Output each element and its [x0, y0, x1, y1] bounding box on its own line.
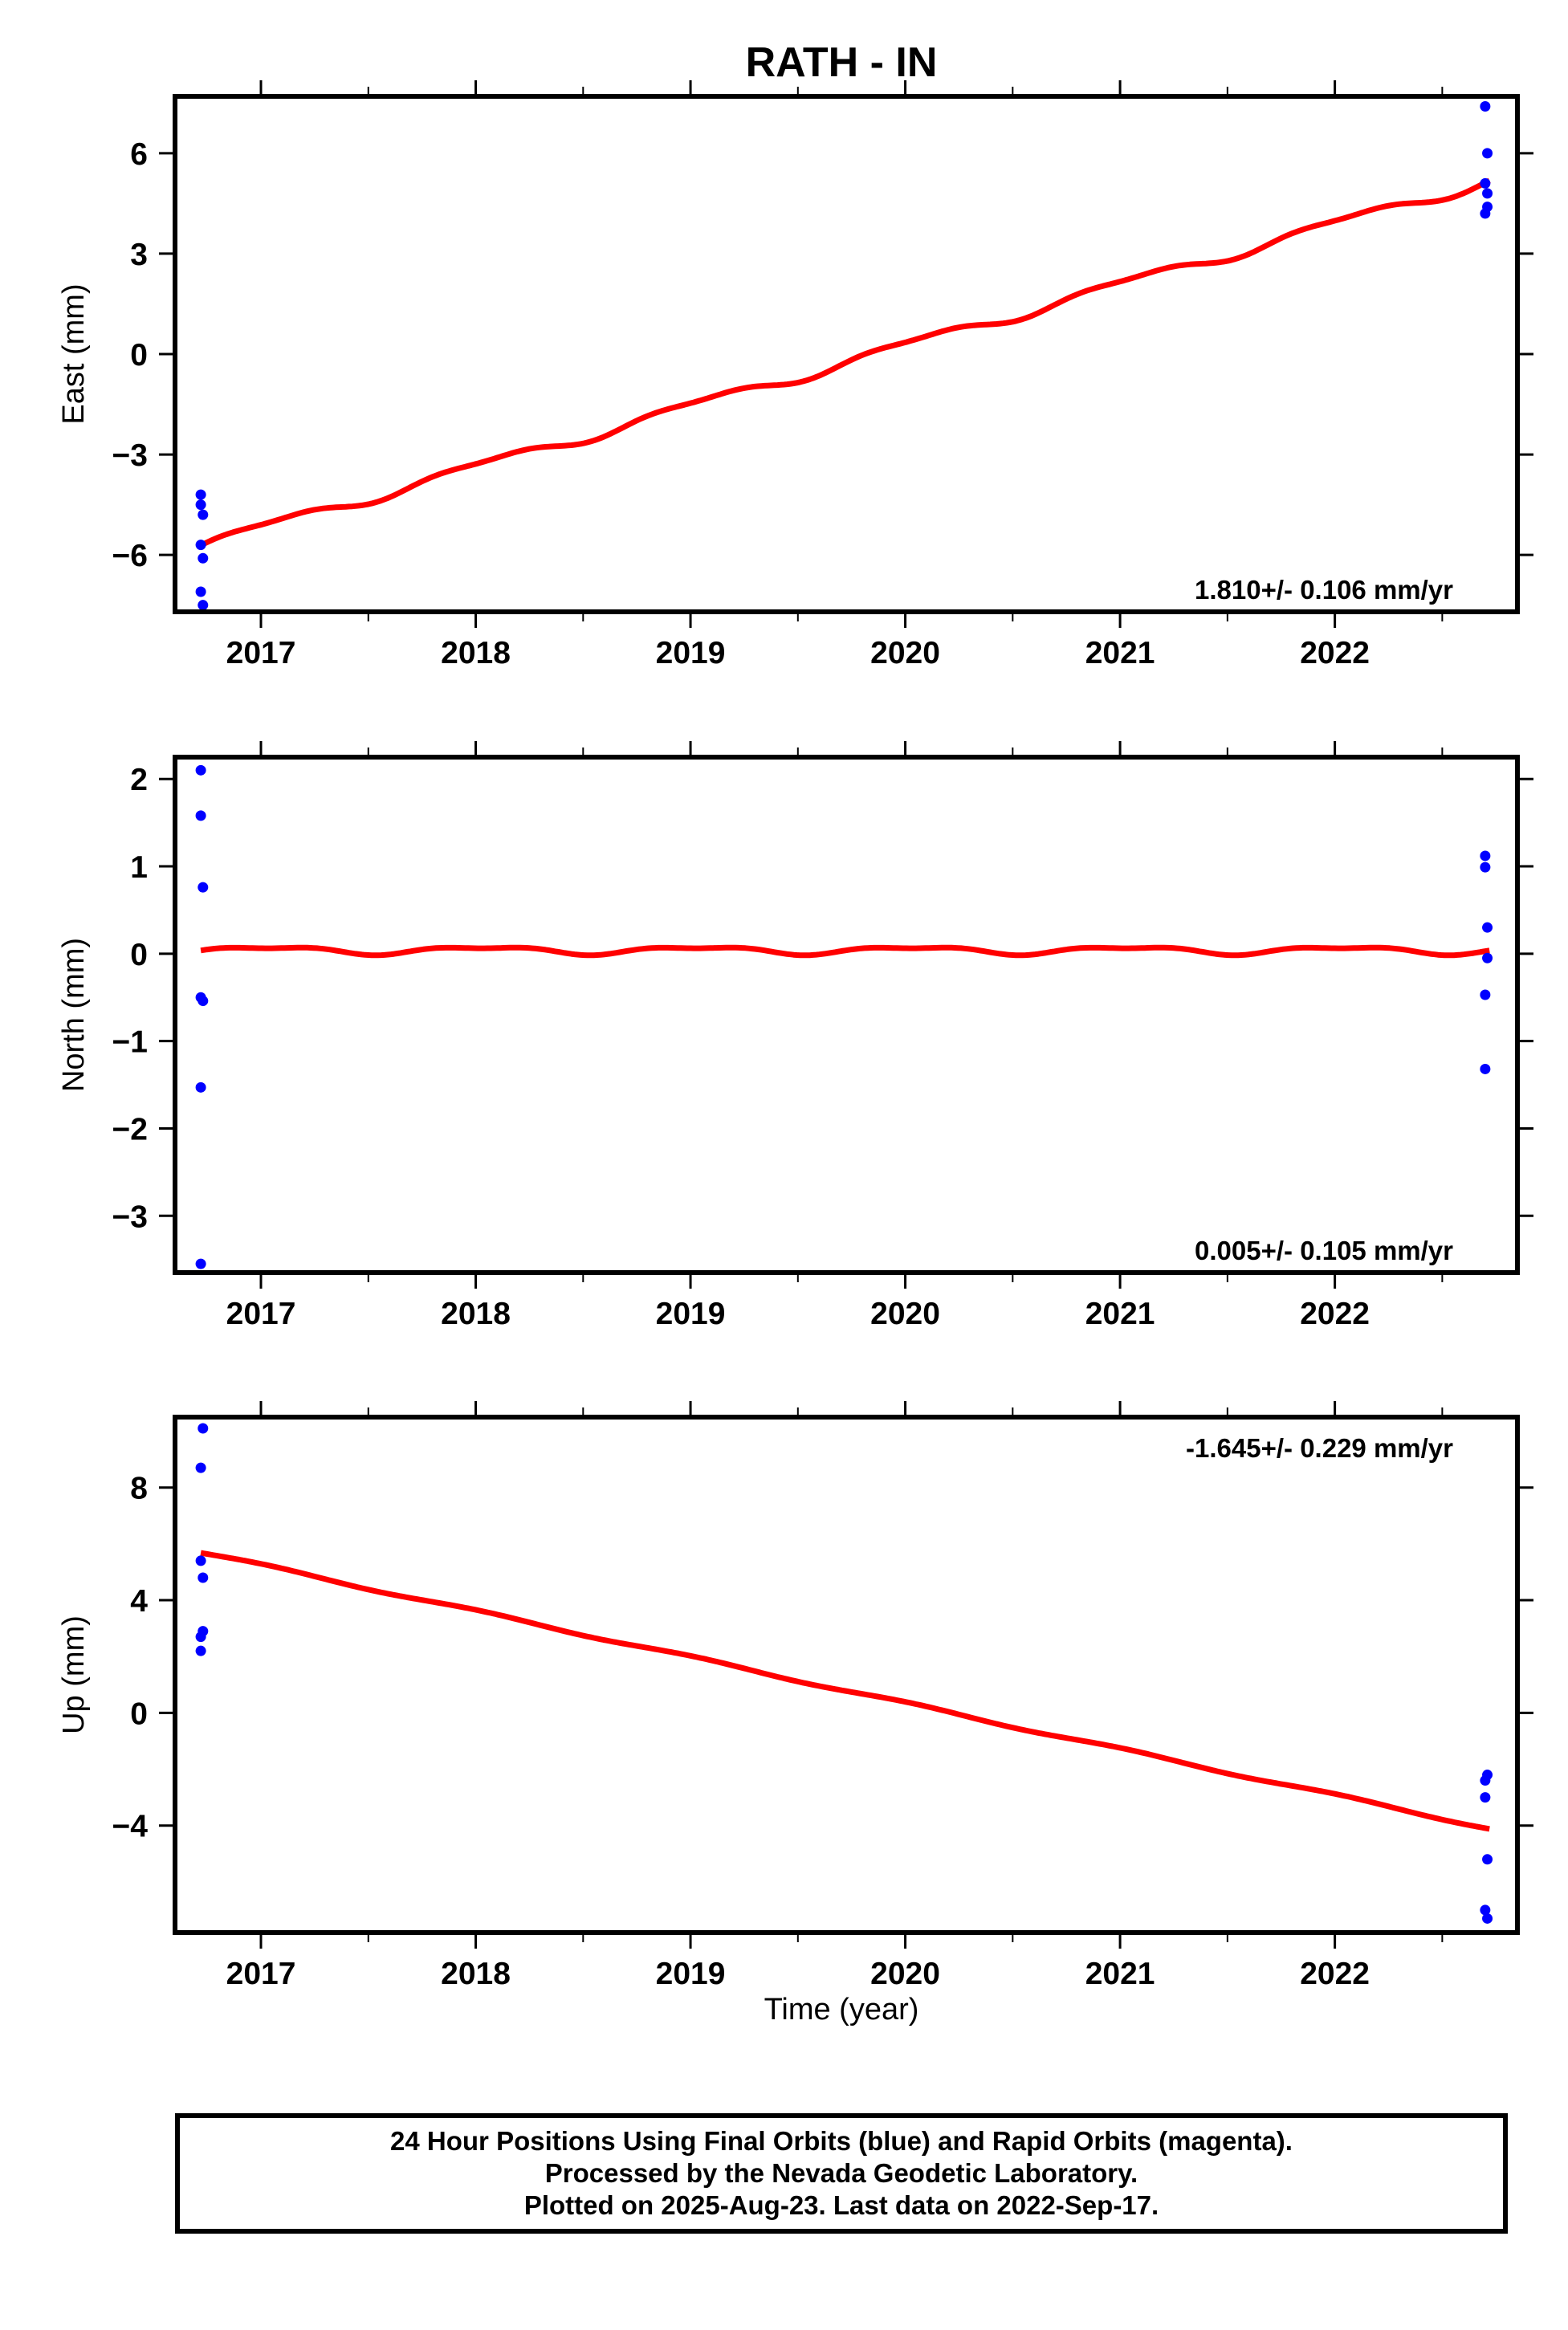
north-data-point: [1480, 850, 1491, 862]
north-data-point: [195, 1258, 206, 1269]
north-data-point: [195, 1081, 206, 1093]
east-data-point: [1480, 101, 1491, 112]
north-x-tick-label: 2022: [1300, 1297, 1370, 1331]
east-data-point: [198, 600, 209, 611]
east-x-tick-label: 2020: [870, 636, 940, 670]
north-panel: 2017 2018 2019 2020 2021 2022 −3 −2 −1 0 1 2 North (…: [57, 741, 1533, 1331]
east-x-tick-label: 2021: [1085, 636, 1155, 670]
north-x-tick-label: 2018: [441, 1297, 511, 1331]
east-data-point: [1482, 188, 1493, 199]
east-x-tick-label: 2017: [226, 636, 296, 670]
east-data-point: [195, 540, 206, 551]
x-axis-label: Time (year): [764, 1993, 919, 2027]
east-data-point: [198, 552, 209, 564]
north-rate-label: 0.005+/- 0.105 mm/yr: [1195, 1236, 1453, 1265]
up-plot-frame: [173, 1415, 1520, 1935]
north-data-point: [195, 810, 206, 821]
up-x-tick-label: 2021: [1085, 1957, 1155, 1991]
footer-line-orbits: 24 Hour Positions Using Final Orbits (bl…: [390, 2126, 1293, 2156]
east-data-point: [1482, 148, 1493, 159]
footer-line-processed: Processed by the Nevada Geodetic Laborat…: [544, 2158, 1138, 2188]
up-data-point: [1482, 1854, 1493, 1865]
east-y-tick-label: 0: [130, 338, 148, 373]
east-data-point: [1480, 177, 1491, 189]
north-data-point: [1480, 989, 1491, 1000]
up-y-tick-label: 0: [130, 1697, 148, 1731]
north-x-tick-label: 2019: [656, 1297, 726, 1331]
east-plot-frame: [173, 94, 1520, 614]
east-x-tick-label: 2018: [441, 636, 511, 670]
north-y-tick-label: −3: [112, 1200, 148, 1234]
north-x-tick-label: 2017: [226, 1297, 296, 1331]
north-y-tick-label: −1: [112, 1025, 148, 1060]
up-x-tick-label: 2020: [870, 1957, 940, 1991]
east-data-point: [198, 509, 209, 520]
north-data-point: [1482, 922, 1493, 933]
east-y-tick-label: −3: [112, 438, 148, 473]
north-plot-frame: [173, 755, 1520, 1275]
footer-line-dates: Plotted on 2025-Aug-23. Last data on 202…: [523, 2190, 1159, 2220]
east-y-tick-label: −6: [112, 539, 148, 573]
east-x-tick-label: 2019: [656, 636, 726, 670]
up-panel: 2017 2018 2019 2020 2021 2022 −4 0 4 8 Up (mm) -1.6…: [57, 1401, 1533, 1991]
up-x-tick-label: 2018: [441, 1957, 511, 1991]
up-x-tick-label: 2017: [226, 1957, 296, 1991]
north-data-point: [1480, 1063, 1491, 1074]
east-x-tick-label: 2022: [1300, 636, 1370, 670]
up-data-point: [195, 1555, 206, 1566]
up-model-curve: [200, 1550, 1490, 1832]
north-y-tick-label: 0: [130, 938, 148, 972]
north-y-tick-label: −2: [112, 1112, 148, 1147]
up-data-point: [1480, 1792, 1491, 1803]
north-data-point: [198, 996, 209, 1007]
east-panel: 2017 2018 2019 2020 2021 2022 −6 −3 0 3 6 East (mm)…: [57, 80, 1533, 670]
north-x-tick-label: 2020: [870, 1297, 940, 1331]
up-x-tick-label: 2022: [1300, 1957, 1370, 1991]
east-y-tick-label: 6: [130, 137, 148, 172]
north-y-tick-label: 1: [130, 850, 148, 885]
east-y-tick-label: 3: [130, 238, 148, 272]
north-data-point: [198, 882, 209, 893]
footer-box: 24 Hour Positions Using Final Orbits (bl…: [175, 2113, 1508, 2234]
up-data-point: [198, 1572, 209, 1583]
up-x-tick-label: 2019: [656, 1957, 726, 1991]
east-data-point: [195, 586, 206, 597]
east-rate-label: 1.810+/- 0.106 mm/yr: [1195, 575, 1453, 605]
east-data-point: [195, 499, 206, 511]
up-rate-label: -1.645+/- 0.229 mm/yr: [1186, 1433, 1453, 1463]
up-data-point: [1482, 1912, 1493, 1924]
north-data-point: [1480, 862, 1491, 873]
east-data-point: [1480, 208, 1491, 219]
up-data-point: [195, 1631, 206, 1643]
up-y-axis-label: Up (mm): [57, 1615, 91, 1734]
up-y-tick-label: 4: [130, 1584, 148, 1619]
north-data-point: [195, 764, 206, 776]
north-x-tick-label: 2021: [1085, 1297, 1155, 1331]
east-data-point: [195, 489, 206, 500]
up-data-point: [1480, 1775, 1491, 1786]
chart-title: RATH - IN: [746, 39, 938, 86]
up-y-tick-label: 8: [130, 1472, 148, 1506]
north-y-axis-label: North (mm): [57, 938, 91, 1092]
up-data-point: [1480, 1904, 1491, 1916]
north-model-curve: [200, 944, 1490, 959]
east-model-curve: [199, 177, 1491, 548]
north-data-point: [1482, 952, 1493, 963]
up-data-point: [198, 1423, 209, 1434]
up-data-point: [195, 1462, 206, 1473]
east-y-axis-label: East (mm): [57, 283, 91, 424]
up-y-tick-label: −4: [112, 1810, 149, 1844]
north-y-tick-label: 2: [130, 763, 148, 797]
up-data-point: [195, 1645, 206, 1656]
